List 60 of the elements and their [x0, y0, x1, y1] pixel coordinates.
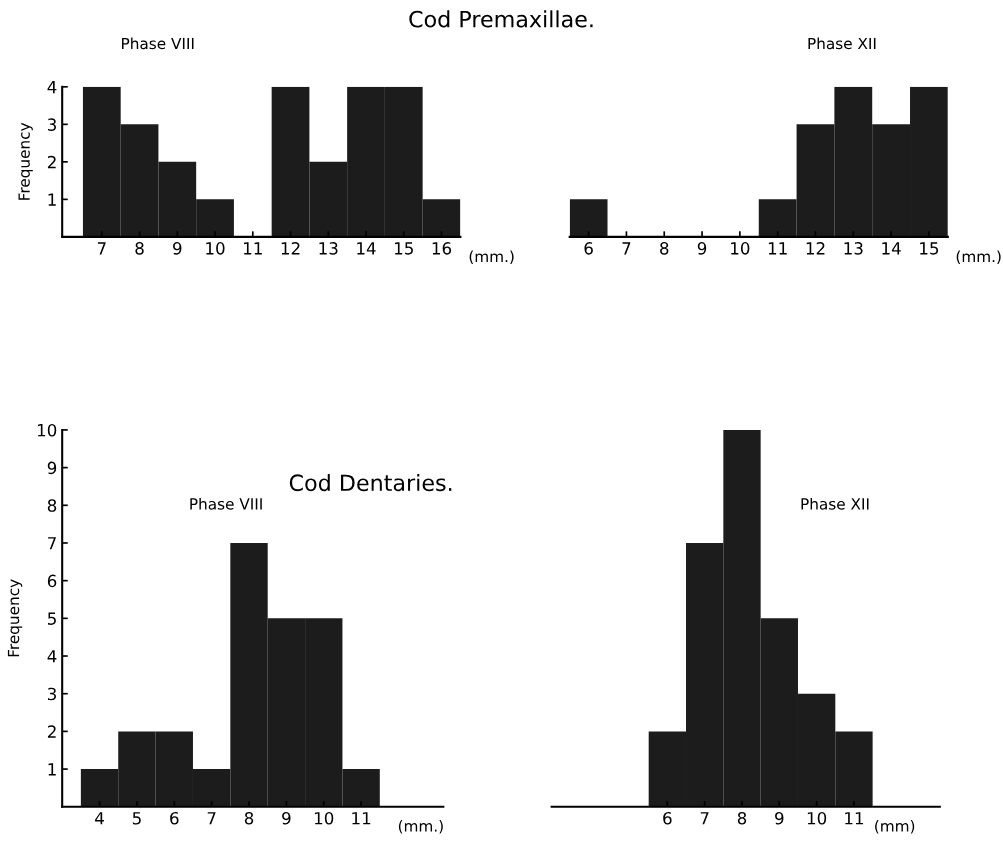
- y-tick-label: 6: [47, 574, 57, 588]
- y-tick-label: 3: [47, 118, 56, 131]
- y-tick-label: 5: [48, 612, 56, 625]
- y-tick-label: 2: [47, 725, 56, 738]
- x-tick-label: 8: [660, 242, 669, 255]
- x-tick-label: 13: [844, 242, 863, 255]
- x-tick-label: 16: [432, 242, 452, 255]
- x-tick-label: 6: [170, 811, 179, 825]
- x-tick-label: 6: [584, 242, 593, 255]
- text: Phase VIII: [190, 497, 262, 510]
- x-tick-label: 15: [920, 242, 939, 255]
- x-tick-label: 8: [244, 811, 254, 825]
- x-tick-label: 14: [882, 242, 901, 255]
- y-axis-title: Frequency: [18, 122, 33, 200]
- x-tick-label: 7: [700, 812, 709, 825]
- x-axis-title: (mm.): [956, 250, 1001, 265]
- y-tick-label: 7: [48, 537, 56, 550]
- y-tick-label: 4: [47, 650, 57, 663]
- x-axis-title: (mm): [875, 819, 915, 834]
- x-tick-label: 12: [806, 242, 825, 255]
- chart-title: Phase VIII: [122, 37, 194, 50]
- x-tick-label: 11: [768, 242, 787, 255]
- x-tick-label: 11: [352, 812, 371, 825]
- x-tick-label: 9: [775, 811, 784, 825]
- x-tick-label: 10: [807, 811, 827, 825]
- x-tick-label: 4: [95, 812, 104, 825]
- x-tick-label: 6: [663, 811, 672, 825]
- annotation: Cod Dentaries.: [289, 473, 452, 492]
- x-tick-label: 13: [319, 242, 338, 255]
- x-tick-label: 10: [314, 811, 334, 825]
- x-tick-label: 9: [282, 811, 291, 825]
- y-tick-label: 2: [47, 155, 56, 169]
- x-tick-label: 8: [135, 242, 144, 255]
- x-tick-label: 15: [394, 242, 413, 255]
- x-tick-label: 7: [207, 812, 216, 825]
- y-tick-label: 3: [47, 687, 56, 701]
- x-tick-label: 8: [737, 811, 747, 825]
- x-tick-label: 12: [281, 242, 300, 255]
- x-tick-label: 10: [731, 242, 750, 255]
- text: Phase XII: [801, 497, 869, 510]
- x-tick-label: 7: [622, 242, 631, 255]
- x-axis-title: (mm.): [469, 250, 514, 265]
- y-axis-title: Frequency: [7, 579, 23, 657]
- y-tick-label: 10: [37, 423, 57, 437]
- x-tick-label: 9: [173, 242, 182, 255]
- x-axis-title: (mm.): [398, 819, 443, 834]
- text: Cod Premaxillae.: [409, 10, 593, 28]
- chart-title: Phase XII: [808, 37, 876, 50]
- x-tick-label: 9: [697, 242, 707, 255]
- x-tick-label: 10: [206, 242, 225, 255]
- x-tick-label: 14: [357, 242, 376, 255]
- y-tick-label: 9: [47, 461, 57, 475]
- y-tick-label: 8: [47, 499, 57, 512]
- x-tick-label: 11: [244, 242, 262, 255]
- x-tick-label: 11: [845, 812, 864, 825]
- y-tick-label: 1: [48, 763, 56, 776]
- y-tick-label: 4: [47, 81, 57, 94]
- y-tick-label: 1: [48, 193, 56, 206]
- x-tick-label: 5: [132, 812, 141, 825]
- x-tick-label: 7: [97, 242, 106, 255]
